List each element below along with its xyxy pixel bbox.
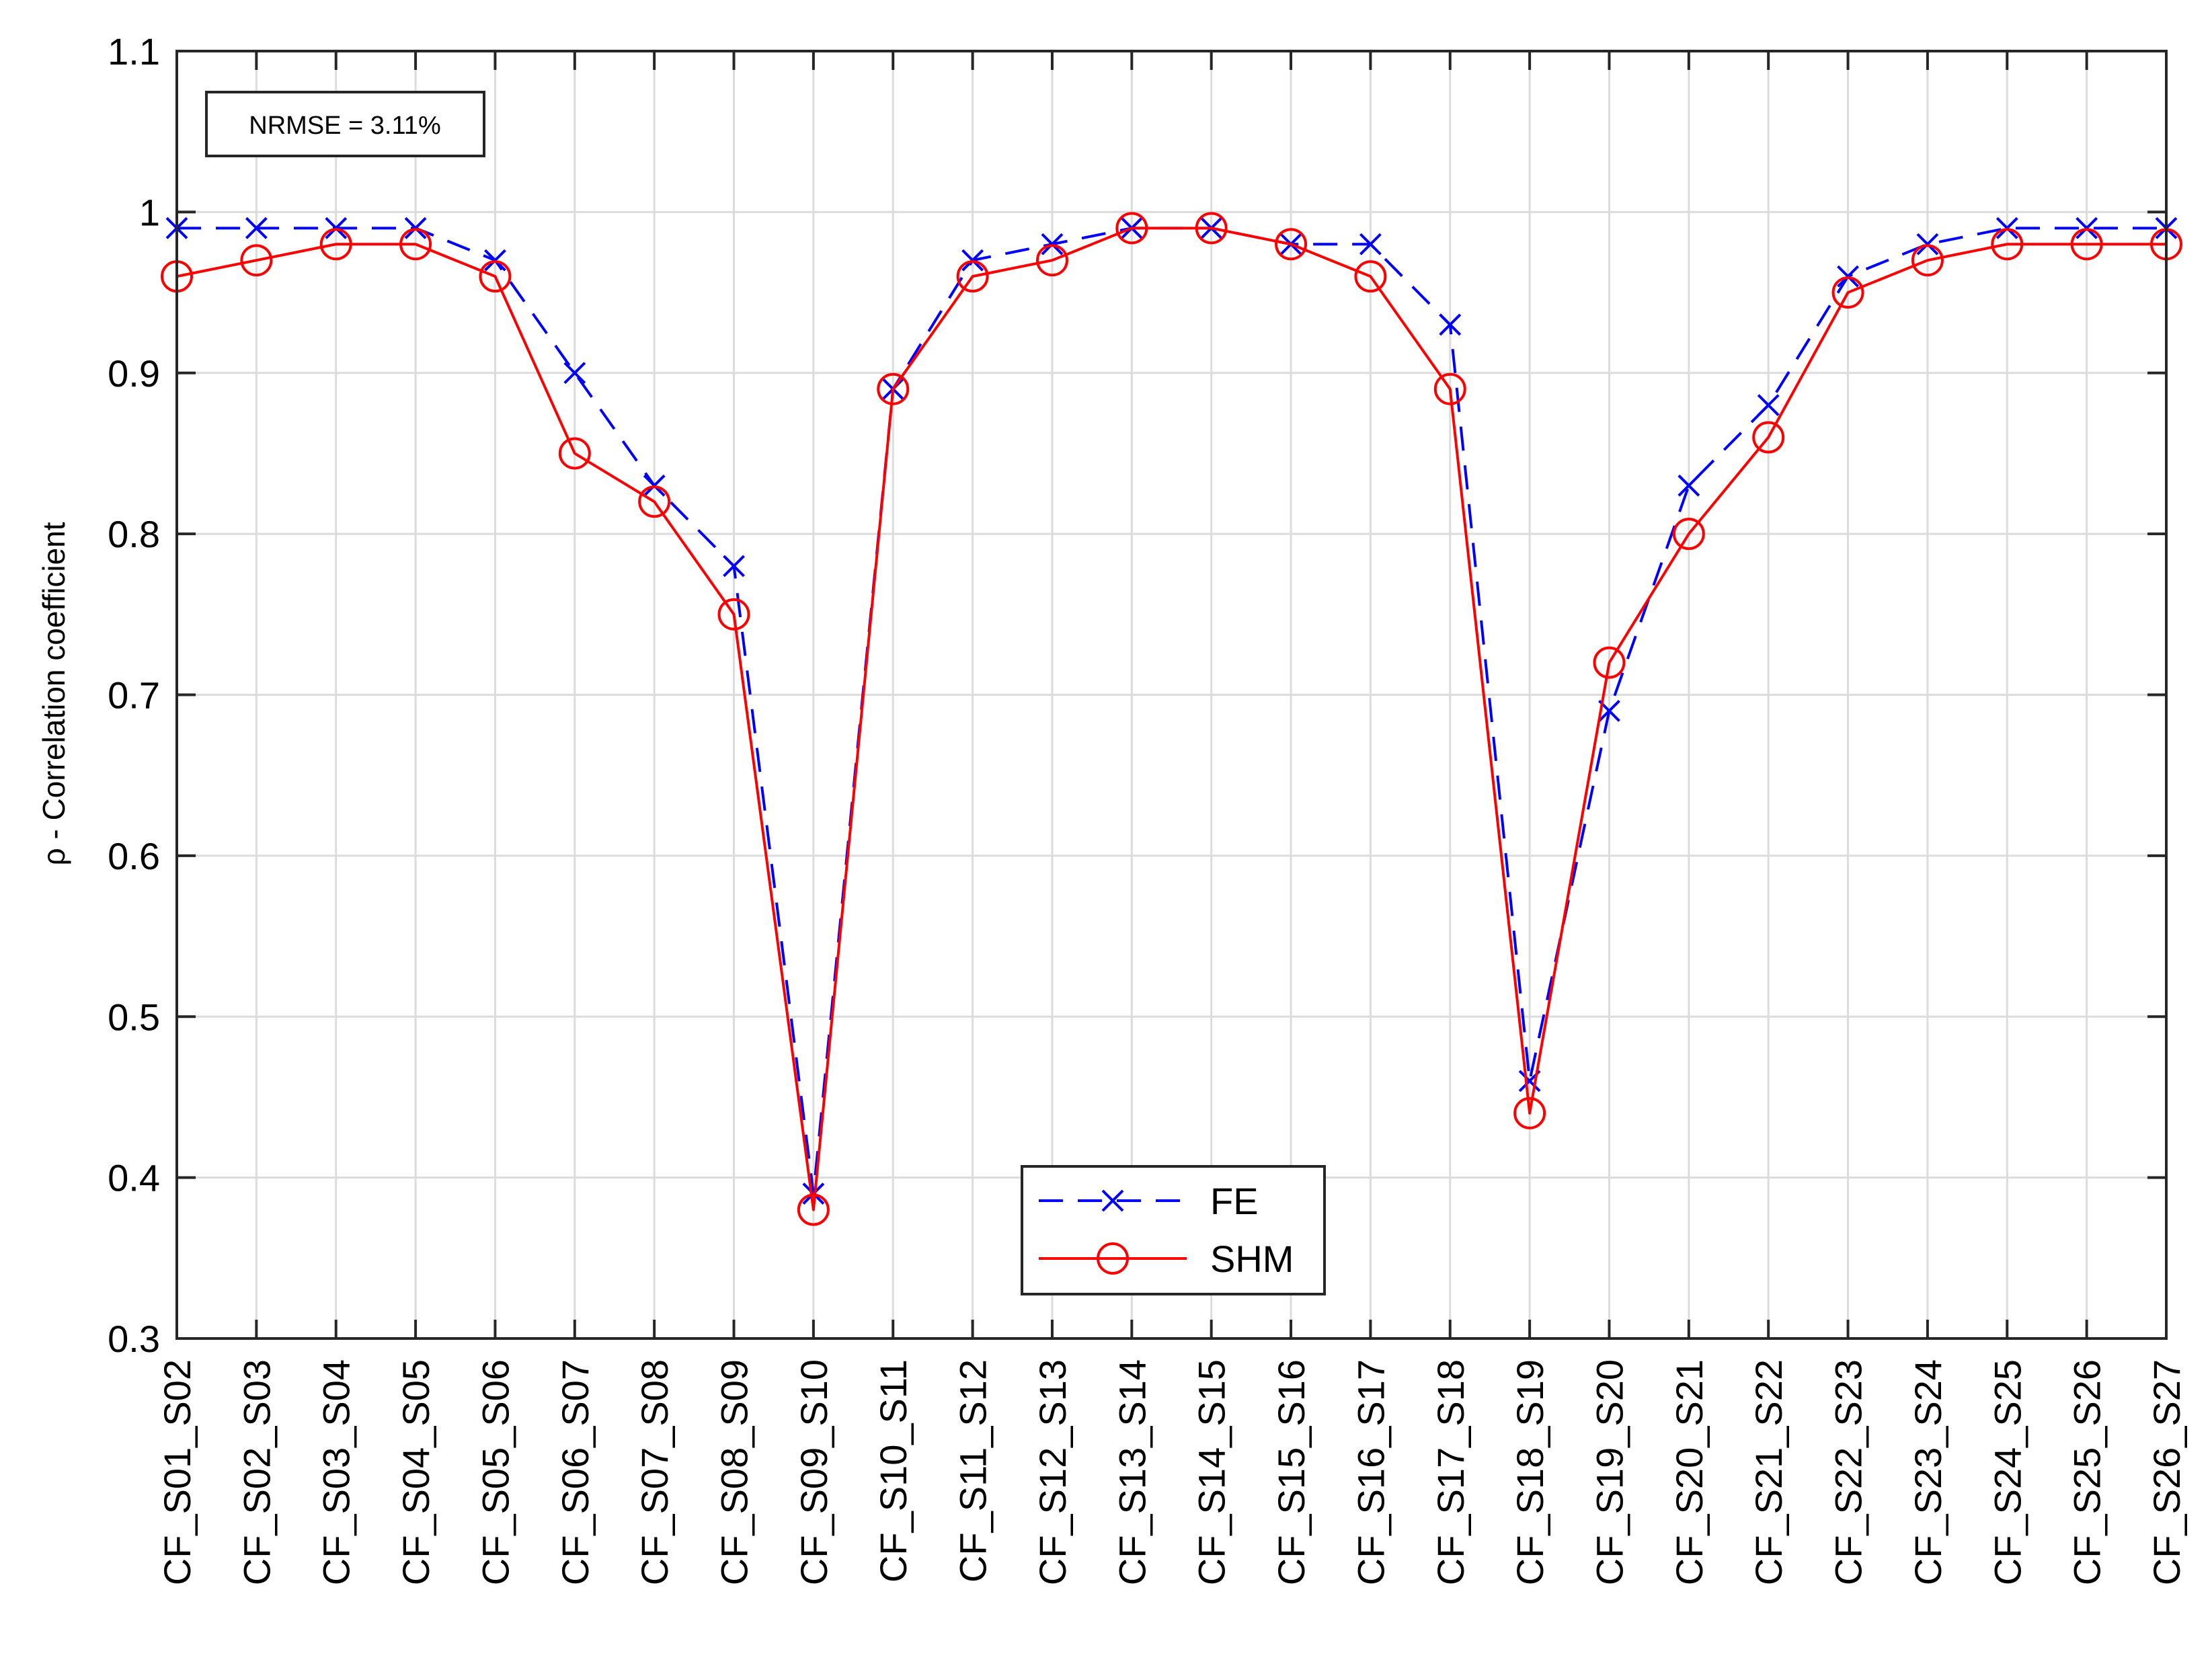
x-tick-label: CF_S13_S14 [1111, 1359, 1153, 1585]
data-point-shm [240, 244, 273, 277]
x-tick-label: CF_S12_S13 [1031, 1359, 1074, 1585]
data-point-fe [1439, 313, 1462, 336]
x-tick-label: CF_S14_S15 [1191, 1359, 1233, 1585]
x-tick-label: CF_S20_S21 [1668, 1359, 1710, 1585]
data-point-shm [1035, 244, 1068, 277]
x-tick-label: CF_S15_S16 [1270, 1359, 1312, 1585]
data-point-shm [1911, 244, 1944, 277]
data-point-shm [479, 260, 512, 293]
legend-shm-marker [1097, 1242, 1129, 1275]
annotation-text: NRMSE = 3.11% [249, 112, 440, 140]
data-point-shm [1115, 212, 1148, 245]
x-tick-label: CF_S21_S22 [1747, 1359, 1790, 1585]
y-tick-label: 0.5 [108, 996, 160, 1038]
annotation-box [205, 91, 485, 157]
x-tick-label: CF_S11_S12 [952, 1359, 994, 1583]
data-point-shm [1275, 228, 1308, 261]
data-point-fe [1359, 233, 1382, 255]
y-tick-label: 1.1 [108, 30, 160, 73]
x-tick-label: CF_S19_S20 [1588, 1359, 1630, 1585]
data-point-fe [563, 362, 586, 385]
y-tick-label: 1 [139, 191, 160, 233]
x-tick-label: CF_S04_S05 [395, 1359, 437, 1585]
data-point-shm [1831, 276, 1864, 309]
x-tick-label: CF_S09_S10 [793, 1359, 835, 1585]
x-tick-label: CF_S10_S11 [872, 1359, 914, 1583]
legend: FE SHM [1021, 1165, 1326, 1295]
grid-lines [177, 51, 2166, 1338]
x-tick-label: CF_S26_S27 [2145, 1359, 2188, 1585]
data-point-shm [638, 485, 671, 518]
data-point-fe [1757, 394, 1780, 417]
x-tick-label: CF_S02_S03 [235, 1359, 278, 1585]
data-point-shm [1433, 372, 1466, 405]
data-point-shm [399, 228, 432, 261]
x-tick-label: CF_S05_S06 [474, 1359, 516, 1585]
y-axis-label: ρ - Correlation coefficient [36, 522, 71, 865]
legend-box [1021, 1165, 1326, 1295]
data-point-shm [1593, 646, 1626, 679]
legend-fe-label: FE [1210, 1180, 1259, 1222]
y-tick-label: 0.8 [108, 513, 160, 555]
data-point-fe [245, 216, 268, 239]
x-tick-label: CF_S08_S09 [713, 1359, 756, 1585]
x-tick-label: CF_S22_S23 [1827, 1359, 1870, 1585]
data-point-shm [1752, 421, 1785, 454]
data-point-shm [797, 1193, 830, 1226]
data-point-shm [1513, 1096, 1546, 1129]
data-point-shm [319, 228, 352, 261]
data-point-fe [723, 555, 745, 577]
x-tick-label: CF_S06_S07 [554, 1359, 596, 1585]
data-point-shm [1195, 212, 1228, 245]
data-point-shm [1991, 228, 2024, 261]
x-tick-label: CF_S17_S18 [1429, 1359, 1472, 1585]
axis-ticks [175, 50, 2168, 1340]
x-tick-label: CF_S07_S08 [633, 1359, 676, 1585]
y-tick-label: 0.6 [108, 835, 160, 877]
series-shm [161, 212, 2182, 1226]
x-tick-label: CF_S03_S04 [315, 1359, 358, 1585]
data-point-shm [956, 260, 989, 293]
y-tick-label: 0.9 [108, 352, 160, 395]
data-point-shm [2070, 228, 2103, 261]
data-point-shm [717, 598, 750, 631]
data-point-shm [558, 437, 591, 470]
y-tick-label: 0.3 [108, 1318, 160, 1360]
series-line-shm [176, 227, 2166, 1211]
x-tick-label: CF_S25_S26 [2066, 1359, 2108, 1585]
x-tick-label: CF_S18_S19 [1509, 1359, 1551, 1585]
data-point-fe [1677, 474, 1700, 497]
legend-shm-label: SHM [1210, 1238, 1294, 1280]
x-tick-label: CF_S24_S25 [1986, 1359, 2028, 1585]
data-point-shm [877, 372, 910, 405]
y-axis-tick-labels: 0.3 0.4 0.5 0.6 0.7 0.8 0.9 1 1.1 [108, 30, 160, 1360]
y-tick-label: 0.7 [108, 674, 160, 717]
y-tick-label: 0.4 [108, 1157, 160, 1199]
nrmse-annotation: NRMSE = 3.11% [205, 91, 485, 157]
series-group [161, 212, 2182, 1226]
x-tick-label: CF_S16_S17 [1349, 1359, 1392, 1585]
x-tick-label: CF_S01_S02 [156, 1359, 198, 1585]
x-tick-label: CF_S23_S24 [1907, 1359, 1949, 1585]
data-point-shm [1672, 518, 1705, 551]
legend-fe-marker [1101, 1189, 1124, 1212]
x-axis-tick-labels: CF_S01_S02 CF_S02_S03 CF_S03_S04 CF_S04_S05… [156, 1359, 2188, 1585]
data-point-shm [1354, 260, 1387, 293]
